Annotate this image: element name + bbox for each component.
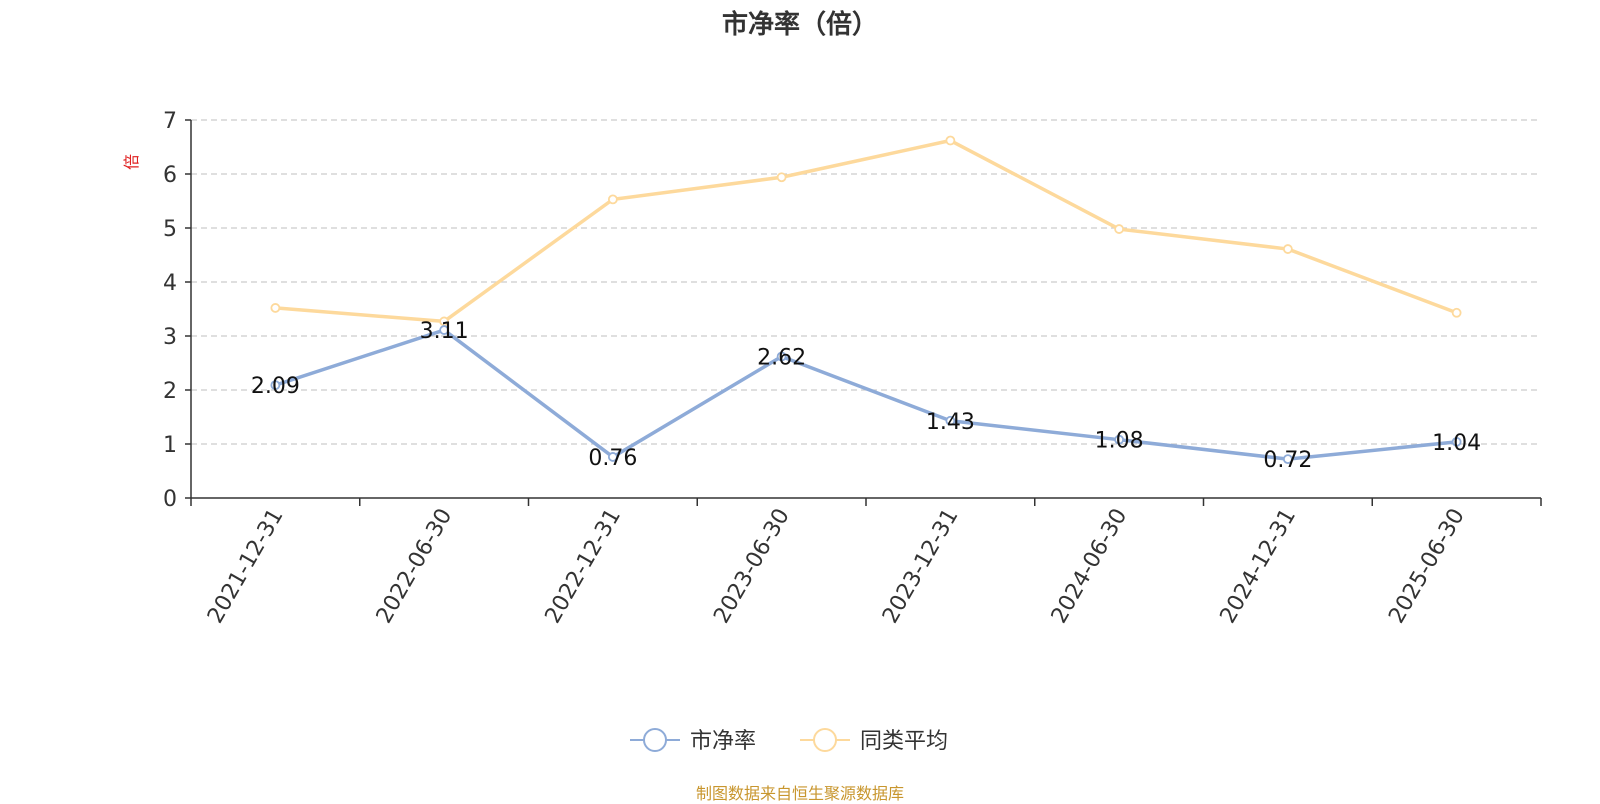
data-point — [776, 172, 787, 183]
data-point — [945, 415, 956, 426]
y-tick-label: 6 — [163, 163, 177, 188]
legend-item[interactable]: 同类平均 — [800, 728, 948, 754]
legend[interactable]: 市净率 同类平均 — [630, 728, 948, 754]
x-tick-label: 2022-12-31 — [540, 505, 626, 628]
legend-item[interactable]: 市净率 — [630, 728, 756, 754]
data-point — [607, 194, 618, 205]
data-label: 3.11 — [420, 319, 469, 344]
y-tick-label: 1 — [163, 433, 177, 458]
x-tick-label: 2022-06-30 — [372, 505, 458, 628]
y-tick-label: 4 — [163, 271, 177, 296]
data-label: 1.04 — [1432, 431, 1481, 456]
y-tick-label: 5 — [163, 217, 177, 242]
legend-label: 同类平均 — [860, 729, 948, 754]
data-point — [270, 380, 281, 391]
x-tick-label: 2023-06-30 — [709, 505, 795, 628]
gridlines — [191, 119, 1541, 445]
x-tick-label: 2021-12-31 — [203, 505, 289, 628]
data-label: 2.62 — [757, 346, 806, 371]
y-tick-label: 3 — [163, 325, 177, 350]
data-point — [1282, 244, 1293, 254]
x-tick-label: 2023-12-31 — [878, 505, 964, 628]
x-tick-label: 2024-12-31 — [1215, 505, 1301, 628]
y-axis-label: 倍 — [122, 154, 141, 170]
y-tick-label: 0 — [163, 487, 177, 512]
y-tick-label: 2 — [163, 379, 177, 404]
x-tick-label: 2025-06-30 — [1384, 505, 1470, 628]
legend-swatch-marker — [643, 728, 667, 752]
data-labels: 2.09 3.11 0.76 2.62 1.43 1.08 0.72 1.04 — [251, 319, 1481, 473]
data-point — [1114, 434, 1125, 445]
data-label: 1.43 — [926, 410, 975, 435]
data-point — [607, 452, 618, 462]
y-tick-label: 7 — [163, 109, 177, 134]
data-label: 0.76 — [588, 446, 637, 471]
series-line — [275, 138, 1458, 324]
data-label: 1.08 — [1095, 429, 1144, 454]
data-point — [270, 303, 281, 313]
data-label: 2.09 — [251, 374, 300, 399]
x-tick-label: 2024-06-30 — [1047, 505, 1133, 628]
legend-swatch-marker — [813, 728, 837, 752]
data-point — [439, 325, 450, 335]
chart-title: 市净率（倍） — [721, 10, 878, 40]
legend-label: 市净率 — [690, 729, 756, 754]
data-point — [945, 135, 956, 146]
source-note: 制图数据来自恒生聚源数据库 — [695, 784, 904, 803]
series — [270, 135, 1462, 465]
data-point — [776, 351, 787, 362]
data-point — [1114, 224, 1125, 234]
data-label: 0.72 — [1263, 448, 1312, 473]
data-point — [1282, 454, 1293, 465]
axes: 0 1 2 3 4 5 6 7 倍 2021-12-31 2022-06-30 2022-12-31 2… — [122, 109, 1542, 628]
data-point — [1451, 307, 1462, 318]
data-point — [1451, 436, 1462, 447]
series-line — [274, 328, 1457, 461]
